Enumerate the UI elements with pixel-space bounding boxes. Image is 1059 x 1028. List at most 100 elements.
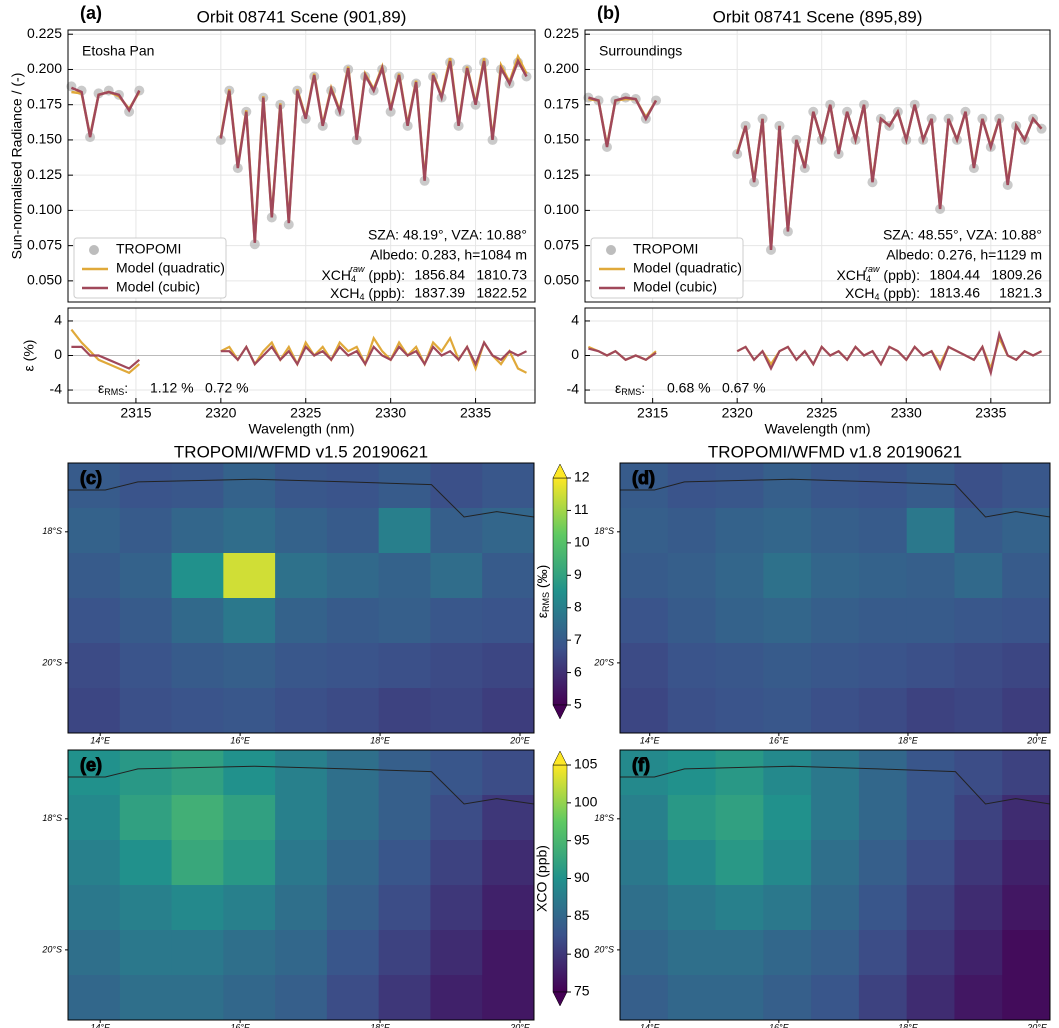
map-cell (954, 463, 1003, 509)
map-cell (858, 795, 908, 841)
map-cell (275, 930, 328, 976)
y-tick-label: 0.075 (544, 236, 579, 252)
map-cell (954, 688, 1003, 734)
map-cell (119, 643, 173, 689)
map-cell (1002, 508, 1051, 554)
y-tick-label: 0.150 (544, 131, 579, 147)
map-cell (223, 930, 276, 976)
label-sub: 4 (875, 292, 880, 302)
colorbar-tick-label: 90 (574, 869, 590, 885)
map-cell (811, 553, 860, 599)
residual-line (71, 340, 527, 370)
map-cell (223, 750, 276, 796)
y-tick-label: 4 (54, 312, 62, 328)
colorbar-tick-label: 75 (574, 983, 590, 999)
country-border (620, 765, 1051, 805)
map-cell (1002, 643, 1051, 689)
label-base: ε (98, 380, 104, 396)
label-sub: 4 (866, 274, 871, 284)
map-cell (811, 885, 860, 931)
map-cell (378, 553, 431, 599)
map-cell (954, 885, 1003, 931)
map-cell (811, 688, 860, 734)
map-cell (171, 930, 224, 976)
colorbar-label: XCO (ppb) (534, 845, 550, 912)
map-cell (68, 750, 121, 796)
map-cell (430, 885, 483, 931)
map-cell (667, 930, 717, 976)
composite-label: εRMS (‰) (534, 565, 552, 618)
map-cell (119, 930, 173, 976)
map-cell (620, 750, 669, 796)
map-cell (906, 688, 955, 734)
map-cell (906, 508, 955, 554)
colorbar-tick-label: 9 (574, 566, 582, 582)
map-cell (763, 795, 812, 841)
map-cell (667, 598, 717, 644)
map-cell (763, 930, 812, 976)
map-cell (430, 463, 483, 509)
map-cell (378, 508, 431, 554)
legend-label: Model (cubic) (633, 279, 717, 295)
map-cell (763, 643, 812, 689)
map-cell (715, 795, 764, 841)
map-cell (954, 643, 1003, 689)
map-cell (378, 795, 431, 841)
series-line (70, 58, 528, 243)
y-tick-label: 0 (54, 346, 62, 362)
map-cell (620, 840, 669, 886)
map-cell (858, 643, 908, 689)
map-cell (275, 840, 328, 886)
map-cell (906, 840, 955, 886)
colorbar-extend (552, 991, 568, 1007)
x-tick-label: 16°E (769, 1022, 790, 1028)
x-tick-label: 18°E (370, 1022, 391, 1028)
composite-label: XCH4 (ppb): (330, 285, 405, 303)
x-tick-label: 20°E (509, 1022, 531, 1028)
map-cell (954, 930, 1003, 976)
label-unit: (ppb): (365, 267, 405, 283)
map-cell (715, 930, 764, 976)
residual-line (70, 328, 527, 375)
map-cell (171, 598, 224, 644)
map-cell (954, 840, 1003, 886)
map-cell (119, 885, 173, 931)
map-cell (430, 598, 483, 644)
label-unit: (‰) (534, 565, 550, 592)
map-cell (715, 840, 764, 886)
plot-frame (584, 29, 1051, 303)
data-point (732, 149, 743, 160)
map-cell (223, 840, 276, 886)
map-cell (954, 598, 1003, 644)
legend-label: Model (cubic) (116, 279, 200, 295)
map-cell (275, 508, 328, 554)
map-cell (1002, 553, 1051, 599)
map-cell (667, 975, 717, 1021)
annotation-value: 1821.3 (999, 285, 1042, 301)
y-axis-title: ε (%) (21, 340, 37, 372)
scene-label: Surroundings (599, 43, 682, 59)
map-cell (171, 975, 224, 1021)
map-cell (1002, 463, 1051, 509)
residual-line (588, 330, 1043, 378)
x-tick-label: 2325 (806, 405, 837, 421)
map-cell (1002, 750, 1051, 796)
map-cell (811, 795, 860, 841)
map-cell (68, 508, 121, 554)
legend-label: Model (quadratic) (116, 260, 225, 276)
map-cell (763, 840, 812, 886)
y-tick-label: 0.100 (544, 201, 579, 217)
y-tick-label: 0.225 (27, 25, 62, 41)
map-cell (275, 553, 328, 599)
map-cell (811, 598, 860, 644)
y-tick-label: 0.125 (544, 166, 579, 182)
map-cell (763, 975, 812, 1021)
map-cell (715, 750, 764, 796)
map-cell (763, 463, 812, 509)
map-cell (430, 643, 483, 689)
map-cell (1002, 598, 1051, 644)
legend-box (590, 237, 744, 299)
map-cell (1002, 975, 1051, 1021)
panel-label: (d) (632, 468, 655, 488)
